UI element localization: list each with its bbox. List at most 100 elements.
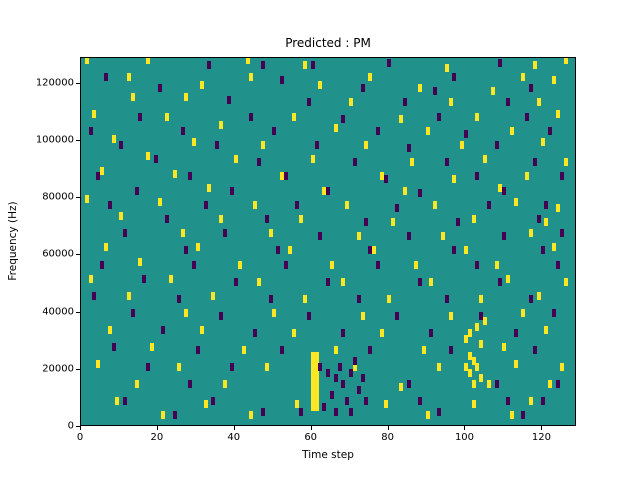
heatmap-cell — [283, 172, 288, 181]
heatmap-cell — [310, 61, 315, 70]
heatmap-cell — [521, 411, 526, 420]
heatmap-cell — [368, 345, 373, 354]
heatmap-cell — [268, 294, 273, 303]
heatmap-cell — [249, 112, 254, 121]
x-tick-label: 80 — [381, 432, 394, 443]
heatmap-cell — [406, 232, 411, 241]
heatmap-cell — [548, 126, 553, 135]
heatmap-cell — [475, 112, 480, 121]
heatmap-cell — [425, 126, 430, 135]
heatmap-cell — [425, 411, 430, 420]
heatmap-cell — [368, 72, 373, 81]
heatmap-cell — [314, 141, 319, 150]
x-tick-label: 20 — [150, 432, 164, 443]
heatmap-cell — [322, 402, 327, 411]
heatmap-cell — [130, 92, 135, 101]
heatmap-cell — [502, 232, 507, 241]
heatmap-cell — [326, 277, 331, 286]
heatmap-cell — [364, 397, 369, 406]
heatmap-cell — [230, 362, 235, 371]
heatmap-cell — [310, 385, 315, 394]
y-tick-label: 0 — [67, 420, 74, 432]
heatmap-cell — [92, 109, 97, 118]
heatmap-cell — [494, 260, 499, 269]
y-tick-label: 100000 — [35, 134, 74, 146]
heatmap-cell — [398, 382, 403, 391]
heatmap-cell — [440, 232, 445, 241]
heatmap-cell — [494, 380, 499, 389]
heatmap-cell — [234, 155, 239, 164]
heatmap-cell — [513, 360, 518, 369]
heatmap-cell — [467, 351, 472, 360]
heatmap-cell — [372, 246, 377, 255]
heatmap-cell — [272, 308, 277, 317]
heatmap-cell — [203, 200, 208, 209]
heatmap-cell — [463, 129, 468, 138]
heatmap-cell — [192, 260, 197, 269]
heatmap-cell — [352, 362, 357, 371]
heatmap-cell — [314, 391, 319, 400]
heatmap-cell — [192, 138, 197, 147]
heatmap-cell — [333, 408, 338, 417]
heatmap-cell — [559, 362, 564, 371]
heatmap-cell — [513, 328, 518, 337]
heatmap-cell — [295, 200, 300, 209]
chart-title: Predicted : PM — [285, 36, 371, 50]
heatmap-cell — [417, 84, 422, 93]
heatmap-cell — [532, 61, 537, 70]
heatmap-cell — [379, 328, 384, 337]
heatmap-cell — [134, 380, 139, 389]
heatmap-cell — [176, 362, 181, 371]
heatmap-cell — [329, 260, 334, 269]
heatmap-cell — [314, 385, 319, 394]
heatmap-cell — [540, 138, 545, 147]
heatmap-cell — [134, 186, 139, 195]
heatmap-cell — [310, 380, 315, 389]
heatmap-cell — [226, 95, 231, 104]
heatmap-cell — [467, 368, 472, 377]
heatmap-cell — [295, 399, 300, 408]
y-tick-mark — [76, 426, 80, 427]
heatmap-cell — [107, 200, 112, 209]
heatmap-cell — [486, 200, 491, 209]
y-tick-mark — [76, 139, 80, 141]
x-tick-label: 0 — [76, 432, 84, 443]
heatmap-cell — [563, 158, 568, 167]
heatmap-cell — [525, 172, 530, 181]
heatmap-cell — [276, 246, 281, 255]
heatmap-cell — [245, 58, 250, 64]
heatmap-cell — [165, 215, 170, 224]
heatmap-cell — [157, 84, 162, 93]
heatmap-cell — [433, 87, 438, 95]
y-tick-label: 40000 — [42, 306, 74, 318]
heatmap-cell — [555, 109, 560, 118]
heatmap-cell — [559, 172, 564, 181]
heatmap-cell — [383, 399, 388, 408]
heatmap-cell — [157, 197, 162, 206]
heatmap-cell — [84, 58, 89, 64]
heatmap-cell — [272, 126, 277, 135]
heatmap-cell — [479, 340, 484, 349]
heatmap-cell — [306, 98, 311, 107]
heatmap-cell — [417, 189, 422, 198]
heatmap-cell — [475, 172, 480, 181]
y-tick-mark — [76, 82, 80, 84]
heatmap-cell — [417, 277, 422, 286]
heatmap-cell — [341, 277, 346, 286]
heatmap-cell — [222, 380, 227, 389]
heatmap-cell — [555, 203, 560, 212]
heatmap-cell — [460, 141, 465, 150]
heatmap-cell — [88, 274, 93, 283]
heatmap-cell — [544, 200, 549, 209]
heatmap-cell — [417, 397, 422, 406]
y-tick-label: 80000 — [42, 191, 74, 203]
heatmap-cell — [211, 291, 216, 300]
heatmap-cell — [96, 172, 101, 181]
heatmap-cell — [471, 399, 476, 408]
heatmap-cell — [318, 232, 323, 241]
heatmap-cell — [375, 260, 380, 269]
heatmap-cell — [345, 397, 350, 406]
heatmap-cell — [161, 325, 166, 334]
heatmap-cell — [188, 380, 193, 389]
heatmap-cell — [341, 380, 346, 389]
